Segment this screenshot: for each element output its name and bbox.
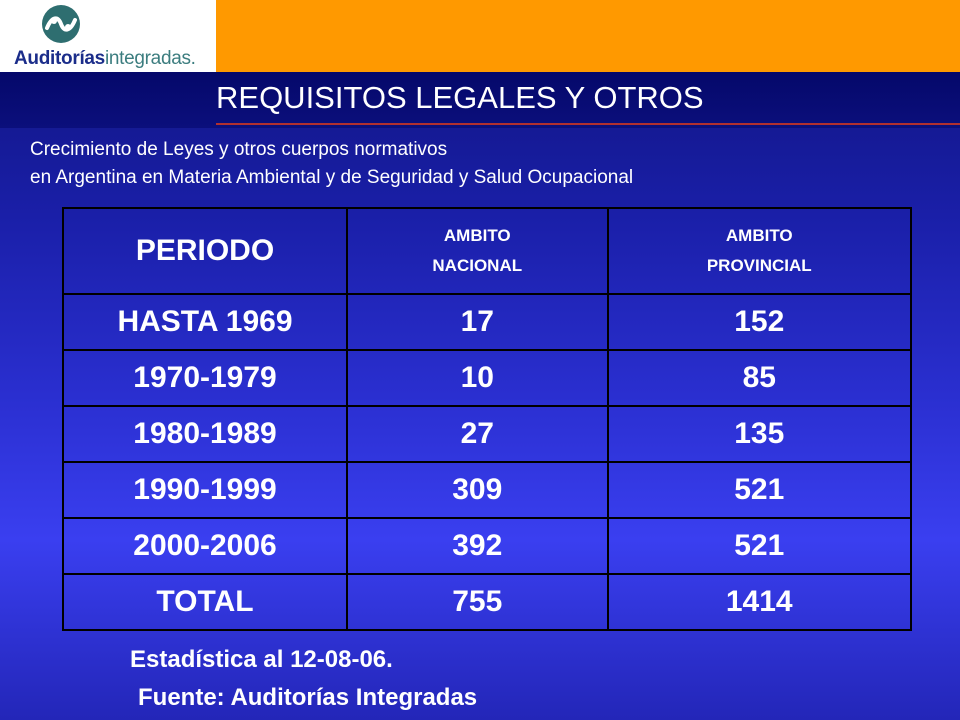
cell-provincial: 85 <box>606 349 913 407</box>
header-nacional-line-2: NACIONAL <box>432 256 523 275</box>
header-nacional-line-1: AMBITO <box>443 226 511 245</box>
header-ambito-nacional: AMBITO NACIONAL <box>346 207 609 295</box>
table-row-total: TOTAL 755 1414 <box>62 573 913 631</box>
cell-nacional: 27 <box>346 405 609 463</box>
logo-text-bold: Auditorías <box>14 48 105 69</box>
cell-nacional: 10 <box>346 349 609 407</box>
logo-icon <box>42 5 80 43</box>
title-underline <box>216 123 960 125</box>
header-ambito-provincial: AMBITO PROVINCIAL <box>606 207 913 295</box>
cell-period: 1980-1989 <box>62 405 348 463</box>
header-accent-bar <box>216 0 960 72</box>
table-row: 2000-2006 392 521 <box>62 517 913 575</box>
cell-nacional: 17 <box>346 293 609 351</box>
table-row: HASTA 1969 17 152 <box>62 293 913 351</box>
cell-period: 2000-2006 <box>62 517 348 575</box>
header-provincial-line-1: AMBITO <box>725 226 793 245</box>
cell-provincial: 521 <box>606 461 913 519</box>
cell-provincial: 152 <box>606 293 913 351</box>
cell-period: TOTAL <box>62 573 348 631</box>
subtitle-line-2: en Argentina en Materia Ambiental y de S… <box>30 167 634 188</box>
table-row: 1980-1989 27 135 <box>62 405 913 463</box>
cell-period: HASTA 1969 <box>62 293 348 351</box>
source-note: Fuente: Auditorías Integradas <box>138 684 478 711</box>
cell-period: 1990-1999 <box>62 461 348 519</box>
subtitle-line-1: Crecimiento de Leyes y otros cuerpos nor… <box>30 139 448 160</box>
table-row: 1990-1999 309 521 <box>62 461 913 519</box>
table-row: 1970-1979 10 85 <box>62 349 913 407</box>
cell-provincial: 135 <box>606 405 913 463</box>
header-period: PERIODO <box>62 207 348 295</box>
cell-nacional: 309 <box>346 461 609 519</box>
logo-wordmark: Auditoríasintegradas. <box>14 48 196 70</box>
table-header-row: PERIODO AMBITO NACIONAL AMBITO PROVINCIA… <box>62 207 913 295</box>
logo: Auditoríasintegradas. <box>0 0 216 72</box>
cell-period: 1970-1979 <box>62 349 348 407</box>
cell-nacional: 392 <box>346 517 609 575</box>
statistics-table: PERIODO AMBITO NACIONAL AMBITO PROVINCIA… <box>62 207 913 631</box>
title-band <box>0 72 960 128</box>
subtitle: Crecimiento de Leyes y otros cuerpos nor… <box>30 136 633 192</box>
cell-nacional: 755 <box>346 573 609 631</box>
cell-provincial: 1414 <box>606 573 913 631</box>
header-provincial-line-2: PROVINCIAL <box>706 256 812 275</box>
page-title: REQUISITOS LEGALES Y OTROS <box>216 80 704 115</box>
cell-provincial: 521 <box>606 517 913 575</box>
logo-text-light: integradas. <box>104 48 196 69</box>
statistics-date: Estadística al 12-08-06. <box>130 646 393 673</box>
